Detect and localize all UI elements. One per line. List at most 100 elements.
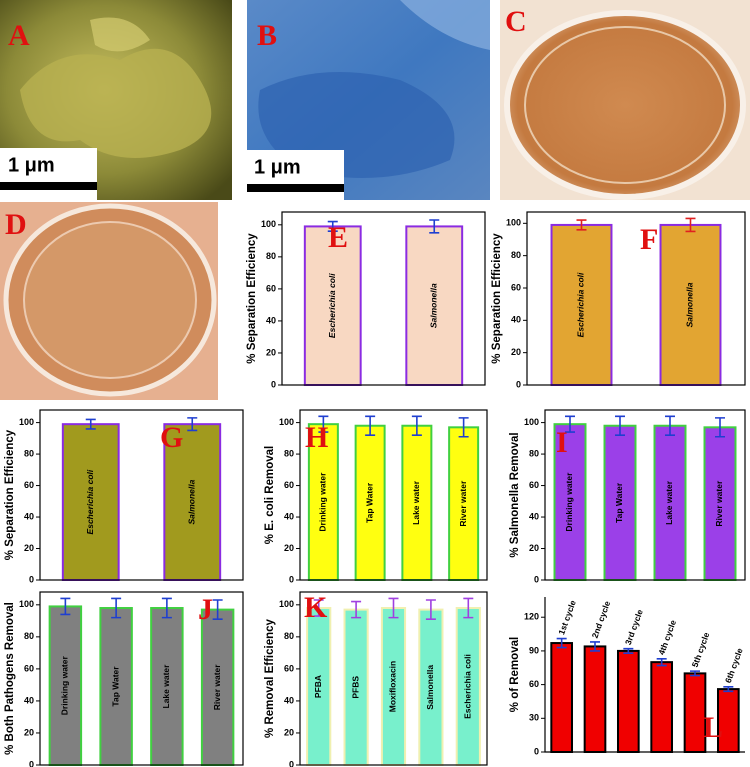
y-tick-label: 20	[284, 727, 294, 737]
scale-bar-label: 1 μm	[8, 154, 55, 176]
y-tick-label: 80	[24, 448, 34, 458]
category-label: 4th cycle	[656, 618, 678, 656]
chart: 0 20 40 60 80 100 Escherichia coli Salmonella % …	[246, 211, 486, 389]
error-bar	[565, 415, 575, 433]
y-axis-label: % Salmonella Removal	[509, 432, 521, 557]
chart: 0 20 40 60 80 100 PFBA PFBS Moxifloxacin Salmonel…	[264, 591, 488, 767]
y-axis-label: % Separation Efficiency	[491, 233, 503, 364]
category-label: Lake water	[161, 664, 171, 709]
error-bar	[615, 415, 625, 436]
error-bar	[327, 220, 338, 233]
category-label: Escherichia coli	[85, 469, 95, 534]
image-a: 1 μm A	[0, 0, 232, 200]
bar	[48, 605, 83, 767]
y-tick-label: 60	[266, 283, 276, 293]
chart: 0 20 40 60 80 100 Escherichia coli Salmonella % …	[4, 409, 244, 584]
image-d: D	[0, 202, 218, 400]
y-tick-label: 20	[284, 543, 294, 553]
y-tick-label: 40	[284, 511, 294, 521]
y-tick-label: 40	[266, 315, 276, 325]
category-label: River water	[458, 480, 468, 527]
y-tick-label: 100	[506, 218, 521, 228]
bar	[99, 607, 133, 766]
category-label: River water	[212, 664, 222, 711]
category-label: Escherichia coli	[463, 654, 473, 719]
error-bar	[656, 657, 667, 667]
y-tick-label: 60	[284, 480, 294, 490]
y-tick-label: 20	[266, 347, 276, 357]
bar	[405, 225, 464, 386]
bar	[617, 649, 640, 753]
category-label: Moxifloxacin	[388, 661, 398, 712]
chart: 0 20 40 60 80 100 Drinking water Tap Water Lake …	[264, 409, 488, 584]
y-tick-label: 80	[529, 448, 539, 458]
error-bar	[665, 415, 675, 436]
category-label: Tap Water	[614, 482, 624, 523]
error-bar	[318, 415, 329, 433]
image-b: 1 μm B	[247, 0, 490, 200]
category-label: 1st cycle	[556, 599, 578, 636]
y-tick-label: 60	[24, 663, 34, 673]
error-bar	[313, 599, 324, 617]
error-bar	[425, 599, 436, 621]
error-bar	[388, 597, 399, 619]
error-bar	[111, 597, 122, 619]
error-bar	[576, 219, 587, 231]
error-bar	[85, 418, 96, 430]
category-label: Salmonella	[425, 665, 435, 710]
y-tick-label: 80	[284, 448, 294, 458]
bar	[354, 424, 386, 582]
y-tick-label: 100	[279, 417, 294, 427]
category-label: Drinking water	[60, 656, 70, 716]
panel-letter: K	[304, 591, 328, 624]
y-tick-label: 100	[524, 417, 539, 427]
error-bar	[723, 686, 734, 693]
panel-letter: H	[305, 421, 328, 454]
error-bar	[212, 599, 223, 621]
y-tick-label: 40	[284, 695, 294, 705]
y-tick-label: 0	[289, 759, 294, 767]
category-label: Salmonella	[429, 283, 439, 328]
bar	[650, 661, 673, 753]
category-label: PFBS	[350, 676, 360, 699]
error-bar	[351, 600, 362, 619]
error-bar	[463, 597, 474, 619]
y-tick-label: 100	[279, 599, 294, 609]
y-tick-label: 40	[24, 511, 34, 521]
y-tick-label: 0	[271, 379, 276, 389]
panel-letter: F	[640, 223, 658, 256]
y-tick-label: 40	[529, 511, 539, 521]
category-label: Salmonella	[187, 479, 197, 524]
y-tick-label: 100	[19, 417, 34, 427]
axes	[544, 597, 745, 753]
y-tick-label: 20	[529, 543, 539, 553]
plot-frame	[526, 211, 746, 386]
error-bar	[715, 417, 725, 438]
panel-letter: B	[257, 19, 277, 52]
y-axis-label: % Both Pathogens Removal	[4, 602, 16, 755]
category-label: Escherichia coli	[327, 273, 337, 338]
error-bar	[60, 597, 71, 616]
error-bar	[556, 637, 567, 649]
error-bar	[685, 217, 696, 233]
category-label: 2nd cycle	[590, 599, 613, 639]
category-label: Tap Water	[364, 482, 374, 523]
bar	[401, 424, 433, 582]
bar	[553, 423, 587, 581]
plot-frame	[39, 591, 244, 766]
chart: 0 20 40 60 80 100 Drinking water Tap Water Lake …	[4, 591, 244, 767]
y-tick-label: 0	[516, 379, 521, 389]
y-tick-label: 0	[29, 574, 34, 584]
y-tick-label: 40	[511, 315, 521, 325]
category-label: Tap Water	[110, 666, 120, 707]
y-tick-label: 0	[534, 574, 539, 584]
plot-frame	[39, 409, 244, 581]
scale-bar-label: 1 μm	[254, 156, 301, 178]
bar	[659, 223, 722, 386]
category-label: Lake water	[664, 480, 674, 525]
category-label: PFBA	[313, 675, 323, 698]
panel-letter: L	[703, 711, 723, 744]
panel-letter: J	[198, 593, 213, 626]
panel-letter: E	[328, 221, 348, 254]
error-bar	[187, 417, 198, 432]
